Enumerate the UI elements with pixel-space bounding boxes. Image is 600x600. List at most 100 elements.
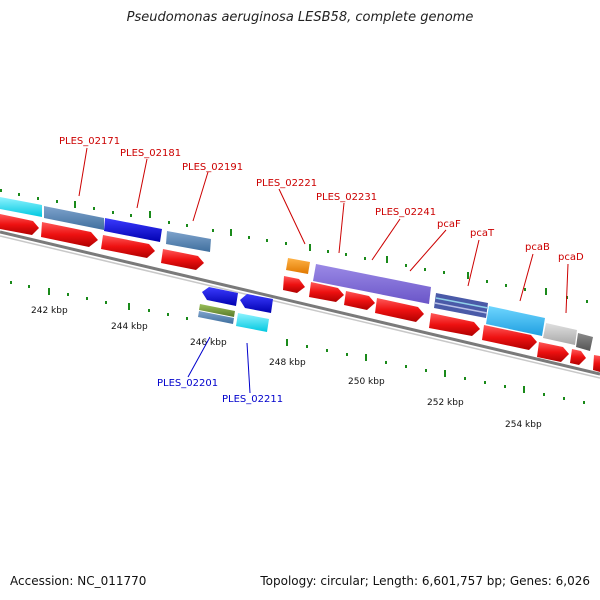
tick-mark [0, 189, 2, 192]
tick-mark [186, 224, 188, 227]
gene-label[interactable]: PLES_02221 [256, 178, 317, 189]
tick-mark [48, 288, 50, 295]
tick-mark [168, 221, 170, 224]
tick-mark [148, 309, 150, 312]
tick-mark [18, 193, 20, 196]
gene-label[interactable]: PLES_02231 [316, 192, 377, 203]
cds-arrow[interactable] [309, 282, 344, 302]
topology-label: Topology: circular; Length: 6,601,757 bp… [260, 574, 590, 588]
leader-line [338, 202, 345, 254]
tick-mark [130, 214, 132, 217]
gene-block-cyan[interactable] [0, 197, 42, 217]
gene-block-dark[interactable] [576, 333, 593, 351]
accession-label: Accession: NC_011770 [10, 574, 147, 588]
cds-arrow[interactable] [375, 298, 424, 322]
leader-line [519, 253, 534, 302]
tick-mark [74, 201, 76, 208]
tick-mark [545, 288, 547, 295]
gene-block-striped[interactable] [434, 293, 488, 318]
scale-label: 250 kbp [348, 377, 385, 387]
tick-mark [443, 271, 445, 274]
tick-mark [230, 229, 232, 236]
tick-mark [444, 370, 446, 377]
tick-mark [112, 211, 114, 214]
tick-mark [149, 211, 151, 218]
tick-mark [128, 303, 130, 310]
tick-mark [365, 354, 367, 361]
gene-block-steel[interactable] [198, 311, 234, 324]
cds-arrow[interactable] [41, 222, 98, 247]
cds-arrow[interactable] [344, 291, 375, 310]
gene-label[interactable]: PLES_02241 [375, 207, 436, 218]
cds-arrow[interactable] [0, 214, 39, 235]
tick-mark [346, 353, 348, 356]
inner-tick-track [10, 281, 585, 404]
gene-block-purple[interactable] [313, 264, 431, 304]
cds-arrow-reverse[interactable] [202, 287, 238, 306]
tick-mark [56, 200, 58, 203]
leader-line [565, 263, 569, 314]
leader-line [278, 188, 306, 245]
leader-line [78, 147, 88, 197]
tick-mark [10, 281, 12, 284]
tick-mark [309, 244, 311, 251]
cds-arrow[interactable] [101, 235, 155, 258]
scale-label: 252 kbp [427, 398, 464, 408]
scale-label: 244 kbp [111, 322, 148, 332]
leader-line [192, 171, 209, 222]
tick-mark [484, 381, 486, 384]
map-title: Pseudomonas aeruginosa LESB58, complete … [126, 10, 474, 25]
tick-mark [504, 385, 506, 388]
gene-block-olive[interactable] [199, 304, 235, 317]
cds-arrow-reverse[interactable] [240, 294, 273, 313]
tick-mark [67, 293, 69, 296]
cds-arrow[interactable] [593, 355, 600, 372]
gene-label[interactable]: PLES_02181 [120, 148, 181, 159]
tick-mark [286, 339, 288, 346]
tick-mark [285, 242, 287, 245]
cds-arrow[interactable] [482, 325, 537, 350]
gene-block-blue[interactable] [104, 218, 162, 242]
tick-mark [28, 285, 30, 288]
cds-arrow[interactable] [570, 349, 586, 365]
gene-block-steel[interactable] [166, 231, 211, 252]
tick-mark [464, 377, 466, 380]
tick-mark [327, 250, 329, 253]
tick-mark [425, 369, 427, 372]
forward-gene-track [0, 197, 593, 351]
tick-mark [505, 284, 507, 287]
gene-label[interactable]: pcaD [558, 252, 584, 263]
gene-label[interactable]: pcaB [525, 242, 550, 253]
gene-block-sky[interactable] [486, 306, 545, 336]
tick-mark [405, 365, 407, 368]
gene-block-grey[interactable] [543, 323, 577, 345]
cds-arrow[interactable] [161, 249, 204, 270]
genome-backbone [0, 230, 600, 379]
gene-label[interactable]: PLES_02191 [182, 162, 243, 173]
leader-line [409, 229, 447, 272]
cds-arrow[interactable] [283, 276, 305, 293]
gene-label[interactable]: pcaT [470, 228, 495, 239]
tick-mark [105, 301, 107, 304]
tick-mark [212, 229, 214, 232]
leader-line [467, 239, 480, 287]
reverse-gene-track [198, 287, 273, 332]
tick-mark [386, 256, 388, 263]
cds-arrow[interactable] [537, 342, 569, 362]
tick-mark [543, 393, 545, 396]
tick-mark [364, 257, 366, 260]
gene-block-orange[interactable] [286, 258, 310, 274]
leader-line [371, 218, 401, 261]
scale-label: 242 kbp [31, 306, 68, 316]
gene-block-steel[interactable] [44, 206, 104, 230]
gene-label[interactable]: PLES_02211 [222, 394, 283, 405]
tick-mark [86, 297, 88, 300]
gene-label[interactable]: PLES_02171 [59, 136, 120, 147]
gene-label[interactable]: PLES_02201 [157, 378, 218, 389]
tick-mark [563, 397, 565, 400]
gene-block-cyan[interactable] [236, 313, 269, 332]
gene-label[interactable]: pcaF [437, 219, 461, 230]
tick-mark [586, 300, 588, 303]
cds-arrow[interactable] [429, 313, 480, 336]
